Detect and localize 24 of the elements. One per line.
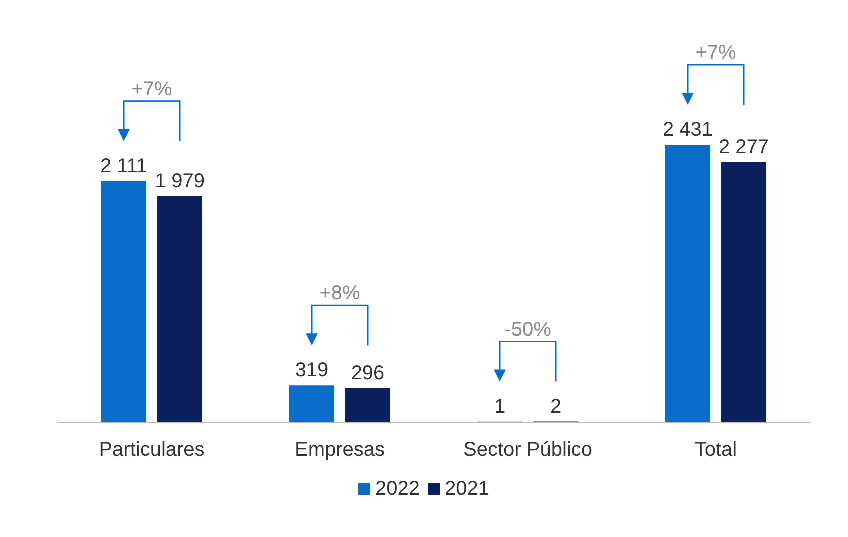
bar bbox=[290, 386, 334, 422]
data-label: 1 979 bbox=[154, 170, 206, 192]
data-label: 319 bbox=[295, 360, 329, 382]
annotation: -50% bbox=[504, 318, 552, 341]
data-label: 2 431 bbox=[662, 118, 714, 141]
annotation: +8% bbox=[320, 282, 361, 305]
data-label: 1 bbox=[494, 396, 506, 418]
data-label: 296 bbox=[351, 362, 385, 384]
x-tick-label: Empresas bbox=[294, 439, 386, 461]
text: +7% bbox=[132, 78, 173, 100]
bar bbox=[666, 144, 710, 422]
text: +7% bbox=[696, 42, 737, 64]
bar bbox=[102, 181, 146, 422]
data-label: 2 bbox=[550, 396, 562, 418]
legend-label: 2022 bbox=[376, 478, 420, 500]
bar bbox=[346, 388, 390, 422]
x-tick-label: Sector Público bbox=[464, 439, 592, 461]
bar bbox=[722, 162, 766, 422]
x-tick-label: Total bbox=[694, 439, 738, 461]
data-label: 2 277 bbox=[718, 136, 770, 159]
bar bbox=[158, 196, 202, 422]
data-label: 2 111 bbox=[100, 155, 148, 178]
legend-label: 2021 bbox=[445, 478, 490, 500]
x-tick-label: Particulares bbox=[99, 439, 205, 461]
